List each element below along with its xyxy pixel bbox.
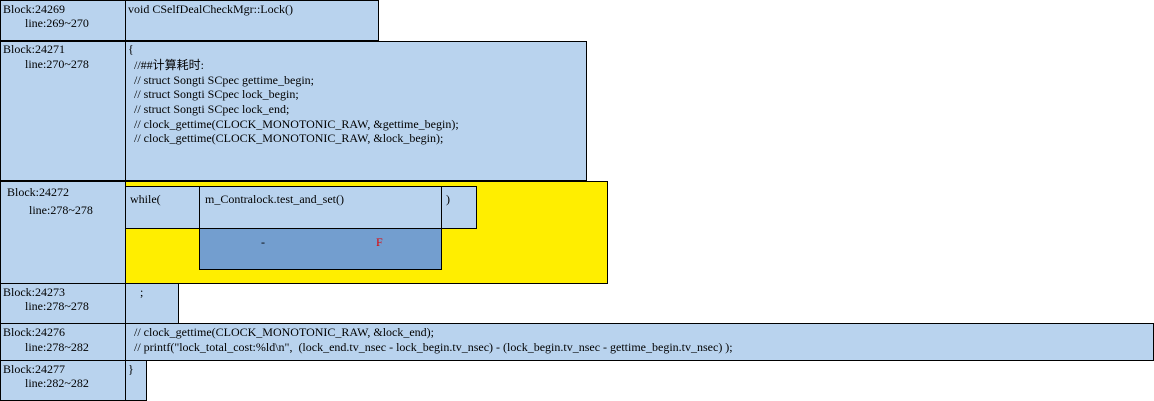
while-box: while(	[125, 186, 200, 229]
block-lines: line:269~270	[25, 16, 89, 30]
code-line: // clock_gettime(CLOCK_MONOTONIC_RAW, &l…	[128, 325, 435, 339]
code-line: // clock_gettime(CLOCK_MONOTONIC_RAW, &g…	[128, 117, 459, 131]
code-line: //##计算耗时:	[128, 58, 205, 72]
code-line: // struct Songti SCpec gettime_begin;	[128, 73, 314, 87]
block-id: Block:24271	[3, 42, 65, 56]
code-text: )	[446, 192, 450, 206]
block-id: Block:24277	[3, 362, 65, 376]
block-lines: line:278~278	[25, 299, 89, 313]
code-line: ;	[128, 285, 144, 299]
block-label-box: Block:24273 line:278~278	[0, 283, 126, 324]
branch-false: F	[376, 235, 383, 249]
condition-box: m_Contralock.test_and_set()	[199, 186, 442, 229]
block-id: Block:24269	[3, 2, 65, 16]
block-label-box: Block:24276 line:278~282	[0, 323, 126, 361]
block-label-box: Block:24269 line:269~270	[0, 0, 126, 41]
code-line: // printf("lock_total_cost:%ld\n", (lock…	[128, 340, 733, 354]
code-box: { //##计算耗时: // struct Songti SCpec getti…	[125, 41, 587, 181]
code-line: }	[128, 362, 134, 376]
block-lines: line:282~282	[25, 376, 89, 390]
block-lines: line:270~278	[25, 57, 89, 71]
code-line: void CSelfDealCheckMgr::Lock()	[128, 2, 293, 16]
code-line: {	[128, 42, 134, 56]
block-id: Block:24276	[3, 325, 65, 339]
code-line: // struct Songti SCpec lock_begin;	[128, 87, 299, 101]
block-label-box: Block:24277 line:282~282	[0, 360, 126, 401]
code-text: while(	[130, 192, 161, 206]
code-box: // clock_gettime(CLOCK_MONOTONIC_RAW, &l…	[125, 323, 1154, 361]
block-id: Block:24273	[3, 285, 65, 299]
block-id: Block:24272	[7, 185, 69, 199]
block-label-box: Block:24271 line:270~278	[0, 41, 126, 181]
code-box: void CSelfDealCheckMgr::Lock()	[125, 0, 379, 41]
code-box: ;	[125, 283, 179, 324]
block-lines: line:278~282	[25, 340, 89, 354]
code-line: // struct Songti SCpec lock_end;	[128, 102, 290, 116]
block-label-box: Block:24272 line:278~278	[0, 181, 126, 284]
code-text: m_Contralock.test_and_set()	[205, 192, 344, 206]
code-box: }	[125, 360, 147, 401]
branch-true: -	[261, 235, 265, 249]
code-line: // clock_gettime(CLOCK_MONOTONIC_RAW, &l…	[128, 131, 444, 145]
branch-box: - F	[199, 228, 442, 270]
close-paren-box: )	[441, 186, 477, 229]
block-lines: line:278~278	[29, 203, 93, 217]
